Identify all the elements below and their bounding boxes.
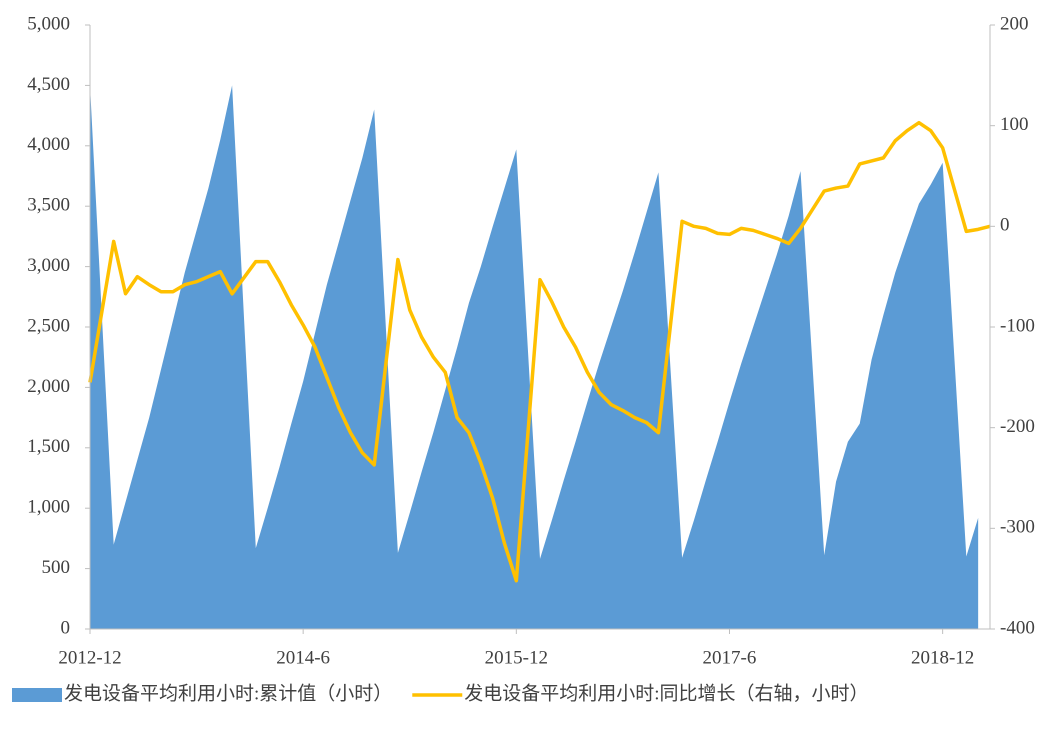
y2-tick-label: -400 [1000, 617, 1035, 638]
area-series [90, 85, 979, 629]
y2-tick-label: 100 [1000, 114, 1029, 135]
y-tick-label: 4,000 [27, 134, 70, 155]
line-series [88, 120, 991, 583]
y-tick-label: 3,500 [27, 195, 70, 216]
y-tick-label: 1,000 [27, 497, 70, 518]
y-tick-label: 2,500 [27, 315, 70, 336]
y2-tick-label: 0 [1000, 215, 1010, 236]
y2-tick-label: -200 [1000, 416, 1035, 437]
y-tick-label: 3,000 [27, 255, 70, 276]
y-tick-label: 500 [42, 557, 71, 578]
x-tick-label: 2012-12 [58, 647, 121, 668]
y-tick-label: 0 [61, 617, 71, 638]
y-tick-label: 4,500 [27, 74, 70, 95]
legend-label: 发电设备平均利用小时:同比增长（右轴，小时） [464, 682, 868, 704]
y2-tick-label: 200 [1000, 13, 1029, 34]
x-tick-label: 2014-6 [276, 647, 330, 668]
y-tick-label: 2,000 [27, 376, 70, 397]
y2-tick-label: -100 [1000, 315, 1035, 336]
x-tick-label: 2018-12 [911, 647, 974, 668]
x-tick-label: 2017-6 [703, 647, 757, 668]
legend-swatch [12, 688, 62, 702]
x-tick-label: 2015-12 [485, 647, 548, 668]
y-tick-label: 5,000 [27, 13, 70, 34]
y2-tick-label: -300 [1000, 517, 1035, 538]
legend-label: 发电设备平均利用小时:累计值（小时） [64, 682, 392, 704]
y-tick-label: 1,500 [27, 436, 70, 457]
